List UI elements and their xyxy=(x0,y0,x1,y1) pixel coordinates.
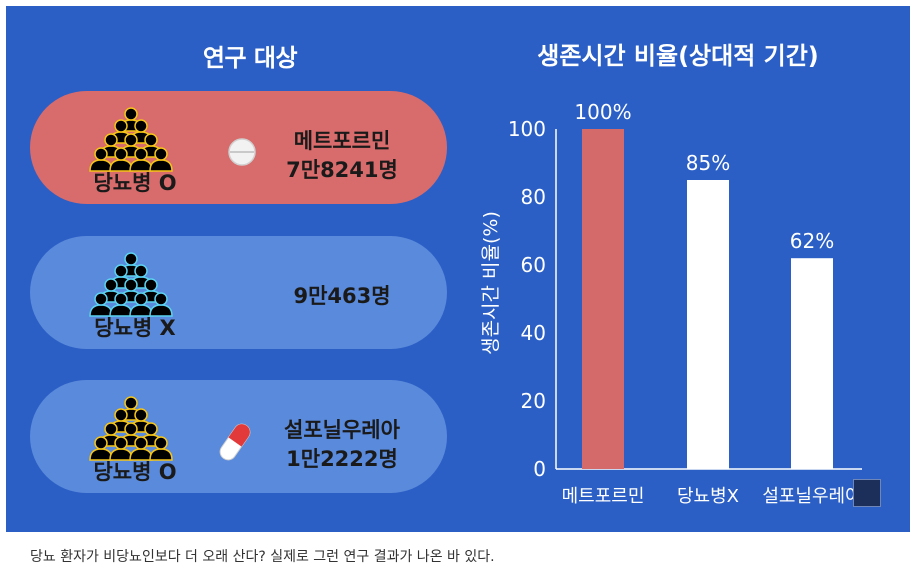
y-tick-label: 20 xyxy=(521,389,546,413)
crowd-icon xyxy=(89,252,173,317)
group-non-diabetic: 당뇨병 X 9만463명 xyxy=(30,236,447,349)
bar-value-label: 62% xyxy=(790,229,834,253)
patient-count: 1만2222명 xyxy=(286,447,398,471)
med-name: 메트포르민 xyxy=(293,129,391,153)
group-count-text: 메트포르민 7만8241명 xyxy=(262,127,422,185)
x-tick-label: 당뇨병X xyxy=(677,486,739,507)
capsule-icon xyxy=(219,423,251,461)
patient-count: 9만463명 xyxy=(293,284,391,308)
bar-value-label: 85% xyxy=(686,151,730,175)
image-caption: 당뇨 환자가 비당뇨인보다 더 오래 산다? 실제로 그런 연구 결과가 나온 … xyxy=(30,549,495,565)
study-subjects-title: 연구 대상 xyxy=(202,44,298,72)
crowd-icon xyxy=(89,107,173,172)
group-count-text: 설포닐우레아 1만2222명 xyxy=(252,416,432,474)
bar-value-label: 100% xyxy=(574,100,631,124)
y-axis-label: 생존시간 비율(%) xyxy=(480,211,502,355)
group-label: 당뇨병 X xyxy=(94,316,176,340)
group-label: 당뇨병 O xyxy=(93,171,177,195)
bar-0 xyxy=(582,129,624,469)
y-tick-label: 40 xyxy=(521,321,546,345)
corner-logo xyxy=(853,479,881,507)
group-metformin: 당뇨병 O 메트포르민 7만8241명 xyxy=(30,91,447,204)
pill-icon xyxy=(228,138,256,166)
crowd-icon xyxy=(89,396,173,461)
group-sulfonylurea: 당뇨병 O 설포닐우레아 1만2222명 xyxy=(30,380,447,493)
chart-title: 생존시간 비율(상대적 기간) xyxy=(537,42,819,70)
group-count-text: 9만463명 xyxy=(262,282,422,311)
y-tick-label: 60 xyxy=(521,253,546,277)
y-tick-label: 80 xyxy=(521,185,546,209)
bar-2 xyxy=(791,258,833,469)
x-tick-label: 메트포르민 xyxy=(562,486,645,507)
x-tick-label: 설포닐우레아 xyxy=(762,486,862,507)
group-label: 당뇨병 O xyxy=(93,460,177,484)
y-tick-label: 100 xyxy=(508,117,546,141)
patient-count: 7만8241명 xyxy=(286,158,398,182)
y-tick-label: 0 xyxy=(533,457,546,481)
bar-1 xyxy=(687,180,729,469)
med-name: 설포닐우레아 xyxy=(284,418,400,442)
